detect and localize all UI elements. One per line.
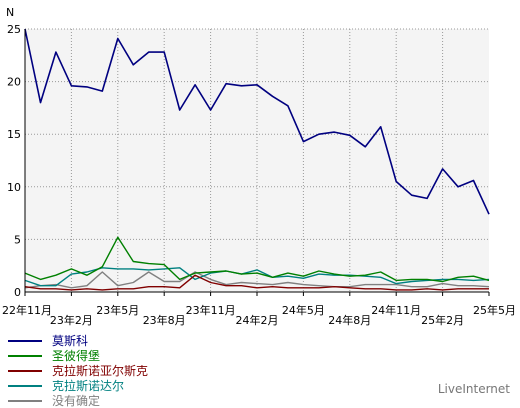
y-tick-label: 10	[7, 181, 21, 194]
y-tick-label: 15	[7, 128, 21, 141]
x-tick-label: 23年5月	[96, 303, 139, 317]
legend-swatch	[8, 399, 42, 402]
legend-item: 圣彼得堡	[8, 348, 148, 363]
legend-swatch	[8, 354, 42, 357]
grid-lines	[25, 28, 489, 292]
x-tick-label: 23年11月	[186, 303, 236, 317]
x-tick-label: 24年11月	[371, 303, 421, 317]
series-lines	[24, 28, 490, 291]
x-tick-label: 25年2月	[421, 313, 464, 327]
legend-swatch	[8, 339, 42, 342]
y-tick-label: 5	[14, 233, 21, 246]
x-tick-label: 24年8月	[328, 313, 371, 327]
legend-item: 克拉斯诺达尔	[8, 378, 148, 393]
brand-label: LiveInternet	[437, 382, 510, 396]
legend-item: 莫斯科	[8, 333, 148, 348]
legend: 莫斯科 圣彼得堡 克拉斯诺亚尔斯克 克拉斯诺达尔 没有确定	[8, 333, 148, 408]
y-tick-label: 25	[7, 23, 21, 36]
x-tick-label: 23年2月	[50, 313, 93, 327]
series-line-1	[24, 236, 490, 283]
y-tick-label: 0	[14, 286, 21, 299]
y-tick-label: 20	[7, 76, 21, 89]
x-axis-ticks: 22年11月23年2月23年5月23年8月23年11月24年2月24年5月24年…	[2, 292, 516, 327]
legend-item: 克拉斯诺亚尔斯克	[8, 363, 148, 378]
y-axis-ticks: 0 5 10 15 20 25	[7, 23, 21, 299]
x-tick-label: 25年5月	[473, 303, 516, 317]
legend-swatch	[8, 369, 42, 372]
y-axis-label: N	[6, 6, 14, 19]
series-line-0	[24, 28, 490, 215]
legend-swatch	[8, 384, 42, 387]
series-line-3	[24, 267, 490, 287]
x-tick-label: 23年8月	[143, 313, 186, 327]
x-tick-label: 24年2月	[236, 313, 279, 327]
legend-label: 圣彼得堡	[52, 348, 101, 363]
series-line-2	[24, 274, 489, 291]
legend-label: 克拉斯诺亚尔斯克	[52, 363, 149, 378]
x-tick-label: 24年5月	[282, 303, 325, 317]
series-line-4	[24, 271, 490, 289]
legend-item: 没有确定	[8, 393, 148, 408]
legend-label: 没有确定	[52, 393, 101, 408]
x-tick-label: 22年11月	[2, 303, 52, 317]
legend-label: 莫斯科	[52, 333, 89, 348]
legend-label: 克拉斯诺达尔	[52, 378, 125, 393]
